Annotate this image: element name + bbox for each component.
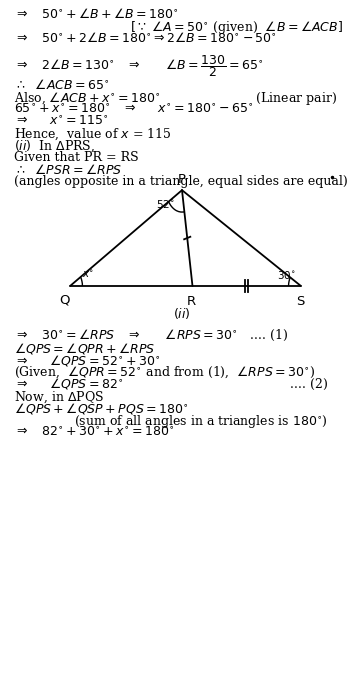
Text: $\therefore\ \ \angle ACB = 65^{\circ}$: $\therefore\ \ \angle ACB = 65^{\circ}$ <box>14 79 110 92</box>
Text: Now, in $\Delta$PQS: Now, in $\Delta$PQS <box>14 389 104 405</box>
Text: $(ii)$: $(ii)$ <box>173 306 191 321</box>
Text: $\angle QPS = \angle QPR + \angle RPS$: $\angle QPS = \angle QPR + \angle RPS$ <box>14 341 156 355</box>
Text: $\Rightarrow$   $50^{\circ} + \angle B + \angle B = 180^{\circ}$: $\Rightarrow$ $50^{\circ} + \angle B + \… <box>14 7 179 21</box>
Text: $\Rightarrow$     $x^{\circ} = 115^{\circ}$: $\Rightarrow$ $x^{\circ} = 115^{\circ}$ <box>14 114 108 128</box>
Text: $\therefore$  $\angle PSR = \angle RPS$: $\therefore$ $\angle PSR = \angle RPS$ <box>14 163 123 177</box>
Text: Hence,  value of $x$ = 115: Hence, value of $x$ = 115 <box>14 127 172 142</box>
Text: R: R <box>187 294 196 307</box>
Text: S: S <box>297 294 305 307</box>
Text: $\Rightarrow$     $\angle QPS = 52^{\circ} + 30^{\circ}$: $\Rightarrow$ $\angle QPS = 52^{\circ} +… <box>14 353 161 368</box>
Text: (angles opposite in a triangle, equal sides are equal): (angles opposite in a triangle, equal si… <box>14 175 348 188</box>
Text: $x^{\circ}$: $x^{\circ}$ <box>82 268 95 280</box>
Text: $\Rightarrow$   $50^{\circ} + 2\angle B = 180^{\circ} \Rightarrow 2\angle B = 18: $\Rightarrow$ $50^{\circ} + 2\angle B = … <box>14 31 277 45</box>
Text: $\Rightarrow$   $82^{\circ} + 30^{\circ} + x^{\circ} = 180^{\circ}$: $\Rightarrow$ $82^{\circ} + 30^{\circ} +… <box>14 425 175 439</box>
Text: $\Rightarrow$   $2\angle B = 130^{\circ}$   $\Rightarrow$      $\angle B = \dfra: $\Rightarrow$ $2\angle B = 130^{\circ}$ … <box>14 53 264 79</box>
Text: $\angle QPS + \angle QSP + PQS = 180^{\circ}$: $\angle QPS + \angle QSP + PQS = 180^{\c… <box>14 401 189 416</box>
Text: $\Rightarrow$   $30^{\circ} = \angle RPS$   $\Rightarrow$      $\angle RPS = 30^: $\Rightarrow$ $30^{\circ} = \angle RPS$ … <box>14 328 288 343</box>
Text: $[\because\ \angle A = 50^{\circ}$ (given)  $\angle B = \angle ACB]$: $[\because\ \angle A = 50^{\circ}$ (give… <box>130 19 343 36</box>
Text: $52^{\circ}$: $52^{\circ}$ <box>156 198 175 210</box>
Text: (sum of all angles in a triangles is $180^{\circ}$): (sum of all angles in a triangles is $18… <box>74 414 328 431</box>
Text: $30^{\circ}$: $30^{\circ}$ <box>277 269 296 281</box>
Text: P: P <box>178 173 186 186</box>
Text: Q: Q <box>60 294 70 307</box>
Text: (Given,  $\angle QPR = 52^{\circ}$ and from (1),  $\angle RPS = 30^{\circ}$): (Given, $\angle QPR = 52^{\circ}$ and fr… <box>14 365 316 380</box>
Text: Given that PR = RS: Given that PR = RS <box>14 151 139 164</box>
Text: $(ii)$  In $\Delta$PRS,: $(ii)$ In $\Delta$PRS, <box>14 139 95 154</box>
Text: $\Rightarrow$     $\angle QPS = 82^{\circ}$                                     : $\Rightarrow$ $\angle QPS = 82^{\circ}$ <box>14 377 329 392</box>
Text: $65^{\circ} + x^{\circ} = 180^{\circ}$   $\Rightarrow$     $x^{\circ} = 180^{\ci: $65^{\circ} + x^{\circ} = 180^{\circ}$ $… <box>14 102 254 116</box>
Text: Also, $\angle ACB + x^{\circ} = 180^{\circ}$                        (Linear pair: Also, $\angle ACB + x^{\circ} = 180^{\ci… <box>14 90 337 108</box>
